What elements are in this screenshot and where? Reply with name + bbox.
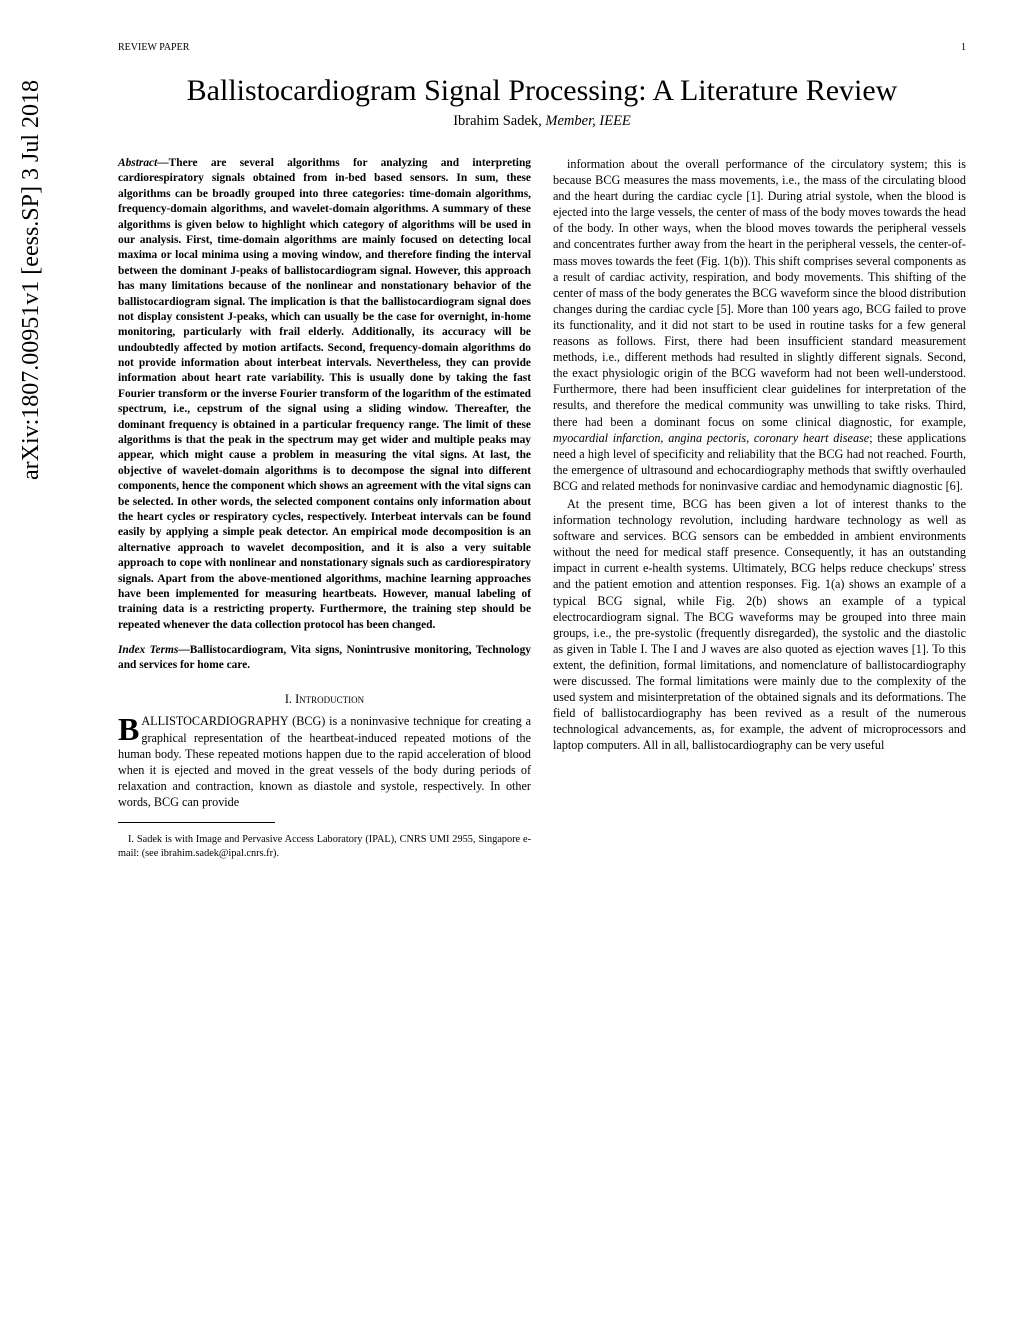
- abstract-text: —There are several algorithms for analyz…: [118, 157, 531, 631]
- page-number: 1: [961, 42, 966, 53]
- index-terms-text: —Ballistocardiogram, Vita signs, Nonintr…: [118, 644, 531, 671]
- section-heading-intro: I. Introduction: [118, 691, 531, 707]
- col2-p1-em2: angina pectoris: [668, 431, 746, 445]
- column2-para-1: information about the overall performanc…: [553, 156, 966, 494]
- abstract-label: Abstract: [118, 157, 157, 169]
- author-name: Ibrahim Sadek,: [453, 113, 542, 129]
- footnote-divider: [118, 822, 275, 823]
- paper-page: REVIEW PAPER 1 Ballistocardiogram Signal…: [78, 0, 1018, 1320]
- author-affiliation-footnote: I. Sadek is with Image and Pervasive Acc…: [118, 833, 531, 860]
- intro-paragraph: BALLISTOCARDIOGRAPHY (BCG) is a noninvas…: [118, 713, 531, 810]
- col2-p1-em1: myocardial infarction: [553, 431, 660, 445]
- author-role: Member, IEEE: [545, 113, 630, 129]
- author-line: Ibrahim Sadek, Member, IEEE: [118, 113, 966, 130]
- running-header: REVIEW PAPER 1: [118, 42, 966, 53]
- col2-p1-mid2: ,: [746, 431, 754, 445]
- paper-title: Ballistocardiogram Signal Processing: A …: [118, 73, 966, 109]
- abstract-block: Abstract—There are several algorithms fo…: [118, 156, 531, 633]
- col2-p1-em3: coronary heart disease: [754, 431, 869, 445]
- header-left: REVIEW PAPER: [118, 42, 189, 53]
- index-terms-block: Index Terms—Ballistocardiogram, Vita sig…: [118, 643, 531, 673]
- column2-para-2: At the present time, BCG has been given …: [553, 496, 966, 754]
- two-column-body: Abstract—There are several algorithms fo…: [118, 156, 966, 870]
- col2-p1-text-a: information about the overall performanc…: [553, 157, 966, 429]
- dropcap-letter: B: [118, 713, 141, 743]
- arxiv-identifier: arXiv:1807.00951v1 [eess.SP] 3 Jul 2018: [18, 80, 45, 480]
- intro-body-text: ALLISTOCARDIOGRAPHY (BCG) is a noninvasi…: [118, 714, 531, 808]
- index-terms-label: Index Terms: [118, 644, 178, 656]
